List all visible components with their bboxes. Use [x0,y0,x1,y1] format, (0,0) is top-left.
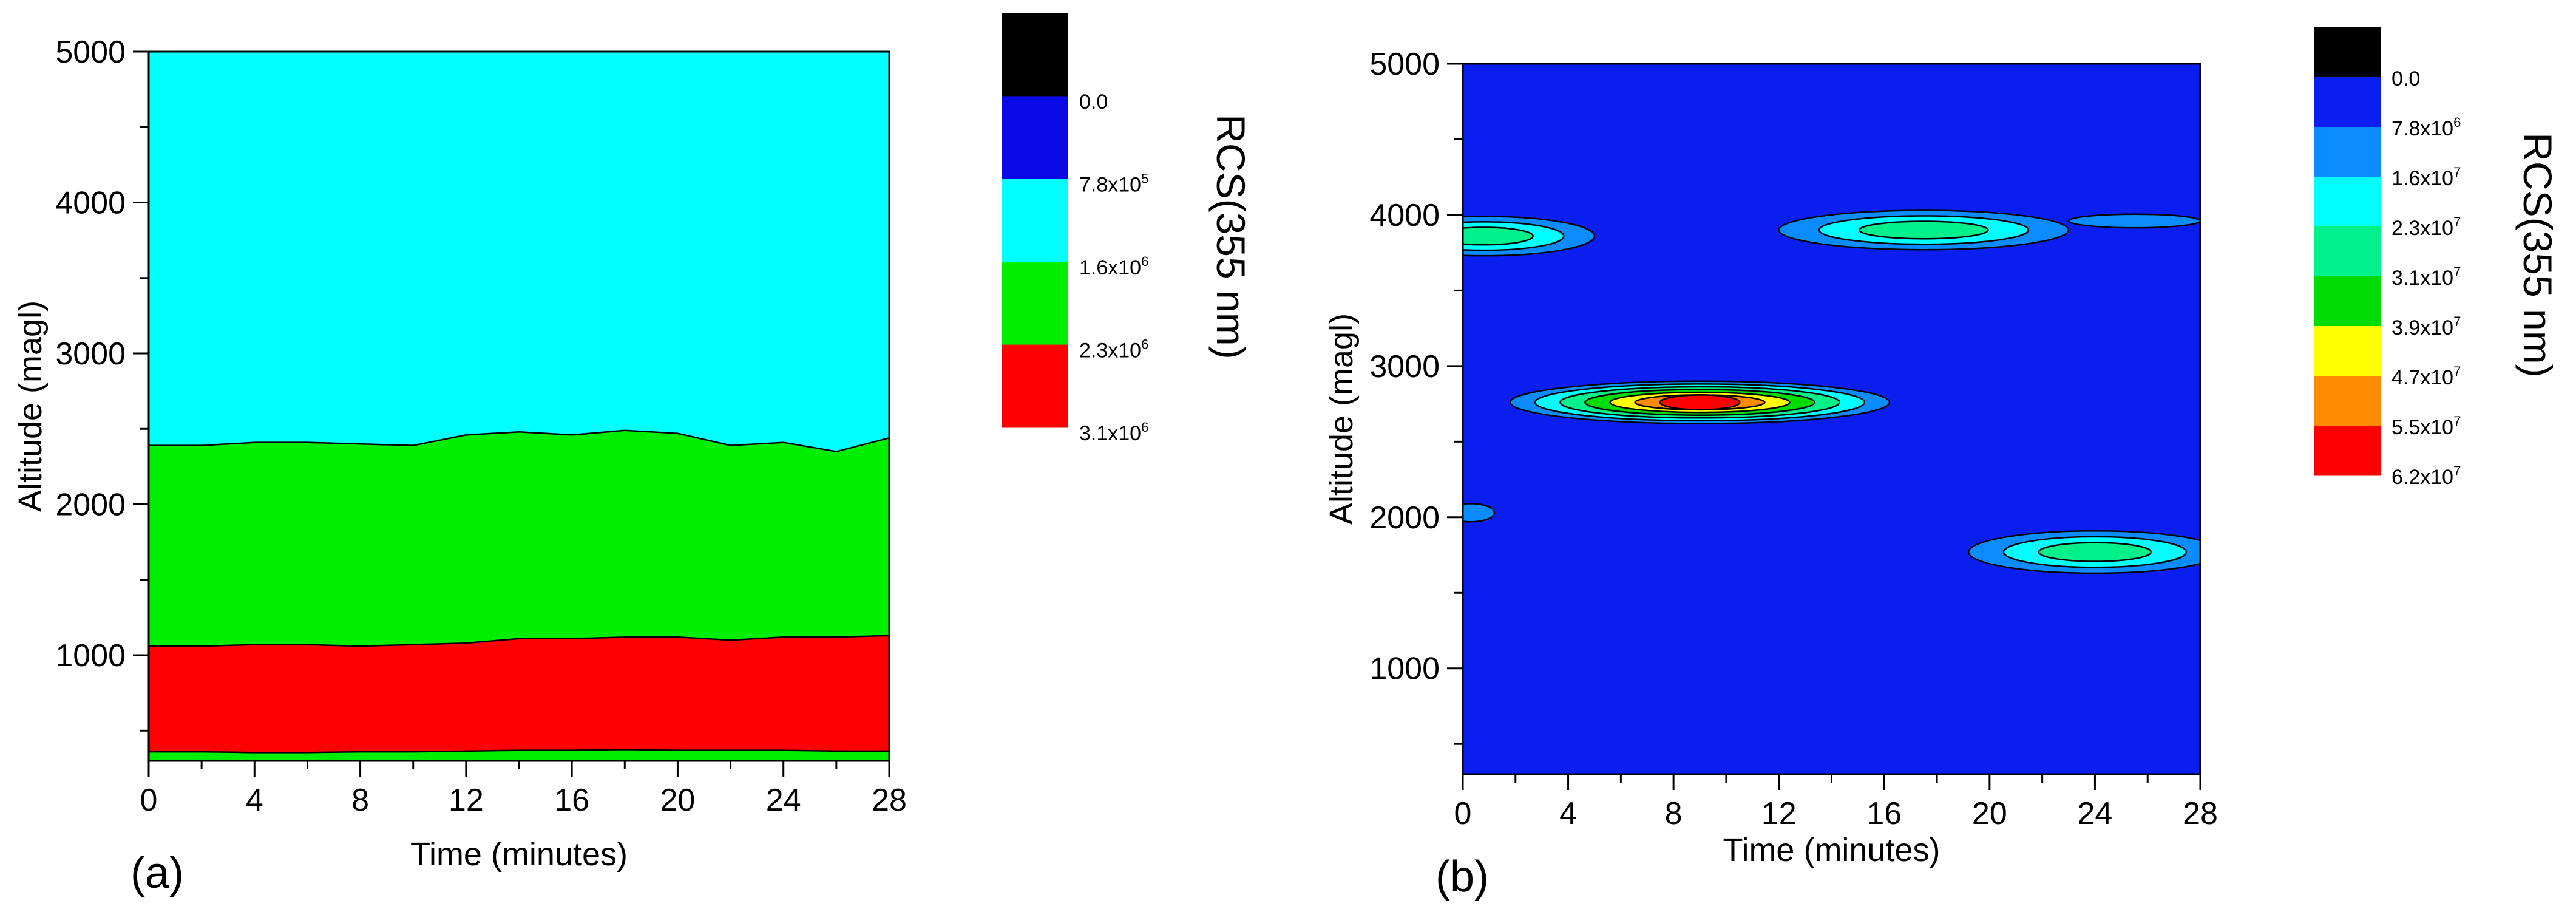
colorbar-swatch [2314,376,2381,426]
chart-a-x-label: Time (minutes) [410,836,628,873]
contour-level-8-feature-1 [1659,394,1741,411]
colorbar-label: 3.1x106 [1079,420,1148,445]
chart-a-y-axis: 1000 2000 3000 4000 5000 [55,35,149,732]
chart-a-red-layer [149,635,889,753]
colorbar-label: 7.8x105 [1079,171,1148,197]
x-tick-label: 4 [246,783,263,818]
colorbar-label: 6.2x107 [2391,463,2461,489]
colorbar-label: 0.0 [1079,90,1108,114]
chart-b-plot-area [1462,63,2201,775]
y-tick-label: 1000 [55,638,126,673]
chart-b-colorbar: 0.0 7.8x106 1.6x107 2.3x107 3.1x107 3.9x107 4.… [2314,27,2461,489]
colorbar-label: 5.5x107 [2391,414,2461,439]
x-tick-label: 8 [351,783,369,818]
x-tick-label: 0 [140,783,158,818]
colorbar-swatch [2314,426,2381,476]
colorbar-label: 1.6x107 [2391,165,2461,190]
x-tick-label: 20 [660,783,696,818]
x-tick-label: 20 [1972,796,2007,831]
colorbar-label: 3.9x107 [2391,314,2461,339]
chart-a-plot-area [147,50,890,762]
colorbar-swatch [1002,344,1068,428]
chart-b-x-axis: 0 4 8 12 16 20 24 28 [1454,774,2218,831]
x-tick-label: 4 [1559,796,1577,831]
y-tick-label: 3000 [1369,349,1440,384]
x-tick-label: 16 [1866,796,1902,831]
y-tick-label: 2000 [1369,500,1440,536]
chart-b-contour-features [1463,209,2200,574]
colorbar-label: 3.1x107 [2391,264,2461,290]
chart-b-panel-label: (b) [1435,853,1489,901]
x-tick-label: 28 [872,783,907,818]
y-tick-label: 1000 [1369,652,1440,687]
x-tick-label: 24 [766,783,801,818]
chart-b-background [1463,64,2200,774]
x-tick-label: 12 [449,783,484,818]
chart-a: 0 4 8 12 16 20 24 28 1000 2000 3000 4000 5000 Time … [12,13,1253,897]
y-tick-label: 3000 [55,336,126,372]
chart-a-x-axis: 0 4 8 12 16 20 24 28 [140,761,907,818]
y-tick-label: 4000 [55,186,126,221]
contour-level-4-feature-0 [1463,226,1534,246]
x-tick-label: 8 [1665,796,1683,831]
x-tick-label: 12 [1761,796,1797,831]
colorbar-swatch [2314,77,2381,128]
colorbar-swatch [2314,27,2381,78]
chart-b-y-axis: 1000 2000 3000 4000 5000 [1369,47,1463,745]
chart-b-y-label: Altitude (magl) [1323,313,1360,525]
colorbar-swatch [1002,96,1068,180]
colorbar-swatch [2314,226,2381,277]
colorbar-label: 1.6x106 [1079,254,1148,279]
chart-b-x-label: Time (minutes) [1723,832,1940,868]
x-tick-label: 16 [554,783,589,818]
y-tick-label: 5000 [55,35,126,70]
colorbar-swatch [2314,127,2381,177]
colorbar-label: 2.3x107 [2391,214,2461,240]
contour-level-4-feature-2 [1859,220,1989,240]
y-tick-label: 5000 [1369,47,1440,82]
colorbar-swatch [1002,262,1068,346]
chart-a-contour-line-3 [149,749,889,754]
colorbar-label: 7.8x106 [2391,115,2461,140]
colorbar-label: 0.0 [2391,67,2420,90]
colorbar-label: 2.3x106 [1079,336,1148,362]
colorbar-swatch [2314,276,2381,327]
chart-a-colorbar-title: RCS(355 nm) [1208,114,1253,359]
contour-level-2-feature-5 [1463,503,1496,523]
colorbar-swatch [1002,179,1068,262]
chart-a-y-label: Altitude (magl) [12,301,49,512]
y-tick-label: 4000 [1369,198,1440,233]
chart-b-colorbar-title: RCS(355 nm) [2515,132,2560,377]
x-tick-label: 0 [1454,796,1472,831]
contour-level-4-feature-4 [2038,542,2152,562]
colorbar-swatch [2314,177,2381,227]
x-tick-label: 24 [2078,796,2113,831]
chart-a-panel-label: (a) [130,849,184,897]
colorbar-label: 4.7x107 [2391,364,2461,389]
contour-level-2-feature-3 [2067,213,2200,229]
x-tick-label: 28 [2183,796,2218,831]
chart-a-contour-line-2 [149,635,890,647]
colorbar-swatch [2314,326,2381,376]
y-tick-label: 2000 [55,488,126,523]
colorbar-swatch [1002,13,1068,97]
chart-b: 0 4 8 12 16 20 24 28 1000 2000 3000 4000 5000 Time … [1323,27,2560,901]
chart-a-colorbar: 0.0 7.8x105 1.6x106 2.3x106 3.1x106 [1002,13,1148,445]
chart-a-contour-line-1 [149,429,890,452]
